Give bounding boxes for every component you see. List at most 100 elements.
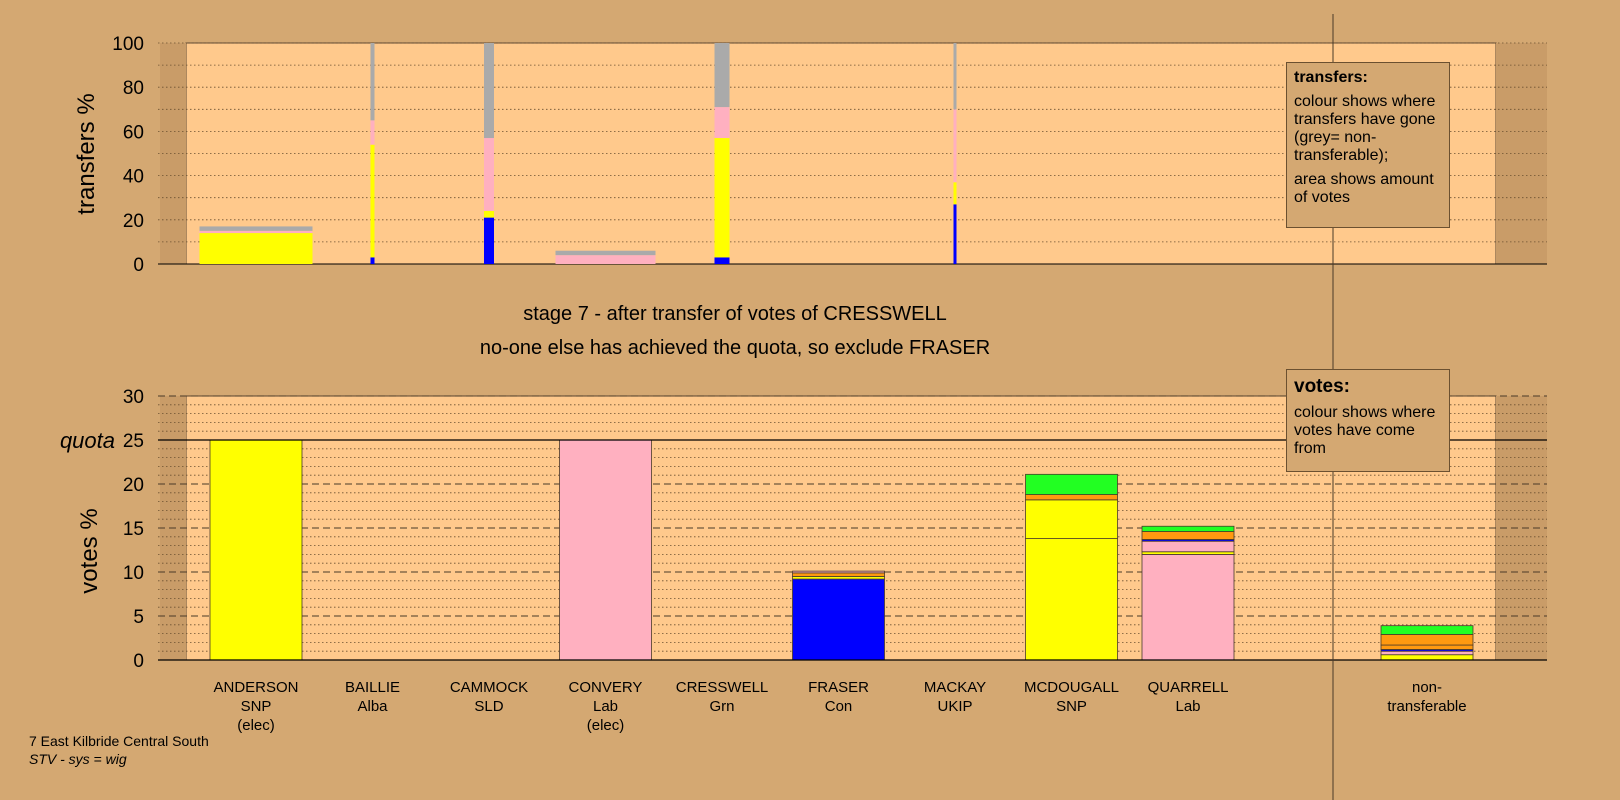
transfer-segment xyxy=(953,204,957,264)
vote-segment xyxy=(1380,650,1474,656)
transfer-segment xyxy=(484,217,494,264)
candidate-label-line: SLD xyxy=(474,698,504,715)
vote-segment xyxy=(792,572,885,577)
transfer-segment xyxy=(714,43,730,108)
y-tick-label: 10 xyxy=(123,563,144,584)
candidate-label-line: non- xyxy=(1411,679,1443,696)
vote-segment xyxy=(559,439,652,661)
vote-segment xyxy=(209,439,303,661)
candidate-label-line: SNP xyxy=(240,698,272,715)
vote-segment xyxy=(1025,499,1118,539)
candidate-label: ANDERSON SNP (elec) xyxy=(196,678,316,735)
transfer-segment xyxy=(370,120,375,145)
transfer-segment xyxy=(484,43,494,139)
quota-label: quota xyxy=(60,428,115,453)
vote-segment xyxy=(1380,654,1474,661)
candidate-label: CRESSWELL Grn xyxy=(662,678,782,716)
transfer-segment xyxy=(199,233,313,264)
transfer-segment xyxy=(370,43,375,121)
candidate-label-line: CRESSWELL xyxy=(675,679,769,696)
y-tick-label: 15 xyxy=(123,519,144,540)
transfer-segment xyxy=(953,182,957,205)
candidate-label-line: MACKAY xyxy=(923,679,987,696)
candidate-label-line: Alba xyxy=(357,698,388,715)
vote-segment xyxy=(792,570,885,574)
candidate-label: MACKAY UKIP xyxy=(895,678,1015,716)
candidate-label-line: ANDERSON xyxy=(213,679,299,696)
candidate-label-line: QUARRELL xyxy=(1147,679,1229,696)
candidate-label-line: CONVERY xyxy=(568,679,643,696)
vote-segment xyxy=(792,578,885,661)
y-tick-label: 5 xyxy=(133,607,144,628)
candidate-label: CONVERY Lab (elec) xyxy=(546,678,666,735)
transfers-legend-text1: colour shows where transfers have gone (… xyxy=(1294,93,1436,164)
vote-segment xyxy=(1380,634,1474,646)
transfer-segment xyxy=(555,255,656,264)
candidate-label-line: BAILLIE xyxy=(344,679,401,696)
transfer-segment xyxy=(370,144,375,258)
votes-legend-text1: colour shows where votes have come from xyxy=(1294,404,1436,457)
y-tick-label: 60 xyxy=(123,122,144,143)
transfer-segment xyxy=(714,257,730,264)
plot-edge-left xyxy=(160,43,186,264)
y-tick-label: 25 xyxy=(123,431,144,452)
vote-segment xyxy=(1025,473,1118,495)
candidate-label-line: transferable xyxy=(1387,698,1467,715)
transfer-segment xyxy=(484,138,494,211)
candidate-label-line: SNP xyxy=(1056,698,1087,715)
y-axis-label: votes % xyxy=(76,508,103,593)
vote-segment xyxy=(1141,531,1235,540)
plot-area xyxy=(185,42,1497,265)
transfer-segment xyxy=(555,250,656,256)
candidate-label-line: Lab xyxy=(592,698,619,715)
footer-line-2: STV - sys = wig xyxy=(29,751,127,767)
candidate-label-line: Con xyxy=(824,698,853,715)
y-tick-label: 100 xyxy=(112,34,144,55)
candidate-label-line: (elec) xyxy=(237,717,275,734)
transfers-legend-title: transfers: xyxy=(1294,69,1368,86)
y-tick-label: 30 xyxy=(123,387,144,408)
transfer-segment xyxy=(370,257,375,264)
vote-segment xyxy=(1025,538,1118,661)
y-tick-label: 20 xyxy=(123,211,144,232)
transfer-segment xyxy=(199,226,313,231)
vote-segment xyxy=(1141,525,1235,532)
transfer-segment xyxy=(953,109,957,183)
vote-segment xyxy=(1380,644,1474,650)
votes-legend: votes: colour shows where votes have com… xyxy=(1286,369,1450,472)
transfer-segment xyxy=(953,43,957,110)
candidate-label: FRASER Con xyxy=(779,678,899,716)
stage-line-2: no-one else has achieved the quota, so e… xyxy=(479,337,991,359)
votes-legend-title: votes: xyxy=(1294,376,1350,397)
candidate-label-line: FRASER xyxy=(808,679,869,696)
candidate-label-line: UKIP xyxy=(937,698,973,715)
candidate-label: MCDOUGALL SNP xyxy=(1012,678,1132,716)
candidate-label: BAILLIE Alba xyxy=(313,678,433,716)
candidate-label-line: (elec) xyxy=(586,717,625,734)
candidate-label-line: CAMMOCK xyxy=(449,679,529,696)
transfers-legend-text2: area shows amount of votes xyxy=(1294,171,1434,206)
y-tick-label: 0 xyxy=(133,651,144,672)
y-tick-label: 0 xyxy=(133,255,144,276)
candidate-label-line: Grn xyxy=(709,698,735,715)
footer-line-1: 7 East Kilbride Central South xyxy=(29,733,209,749)
transfers-legend: transfers: colour shows where transfers … xyxy=(1286,62,1450,228)
vote-segment xyxy=(1025,494,1118,501)
y-axis-label: transfers % xyxy=(73,93,100,214)
candidate-label: CAMMOCK SLD xyxy=(429,678,549,716)
transfer-segment xyxy=(484,210,494,218)
y-tick-label: 20 xyxy=(123,475,144,496)
vote-segment xyxy=(1141,554,1235,661)
y-tick-label: 40 xyxy=(123,167,144,188)
transfer-segment xyxy=(199,230,313,234)
nontransferable-label: non-transferable xyxy=(1367,678,1487,716)
votes-chart: 0 5 10 15 20 25 30 quota votes % xyxy=(60,387,1547,672)
transfer-segment xyxy=(714,138,730,258)
transfer-segment xyxy=(714,107,730,139)
candidate-label-line: MCDOUGALL xyxy=(1023,679,1120,696)
candidate-label: QUARRELL Lab xyxy=(1128,678,1248,716)
candidate-label-line: Lab xyxy=(1175,698,1201,715)
stage-line-1: stage 7 - after transfer of votes of CRE… xyxy=(523,303,947,325)
vote-segment xyxy=(1141,540,1235,553)
vote-segment xyxy=(1380,625,1474,635)
